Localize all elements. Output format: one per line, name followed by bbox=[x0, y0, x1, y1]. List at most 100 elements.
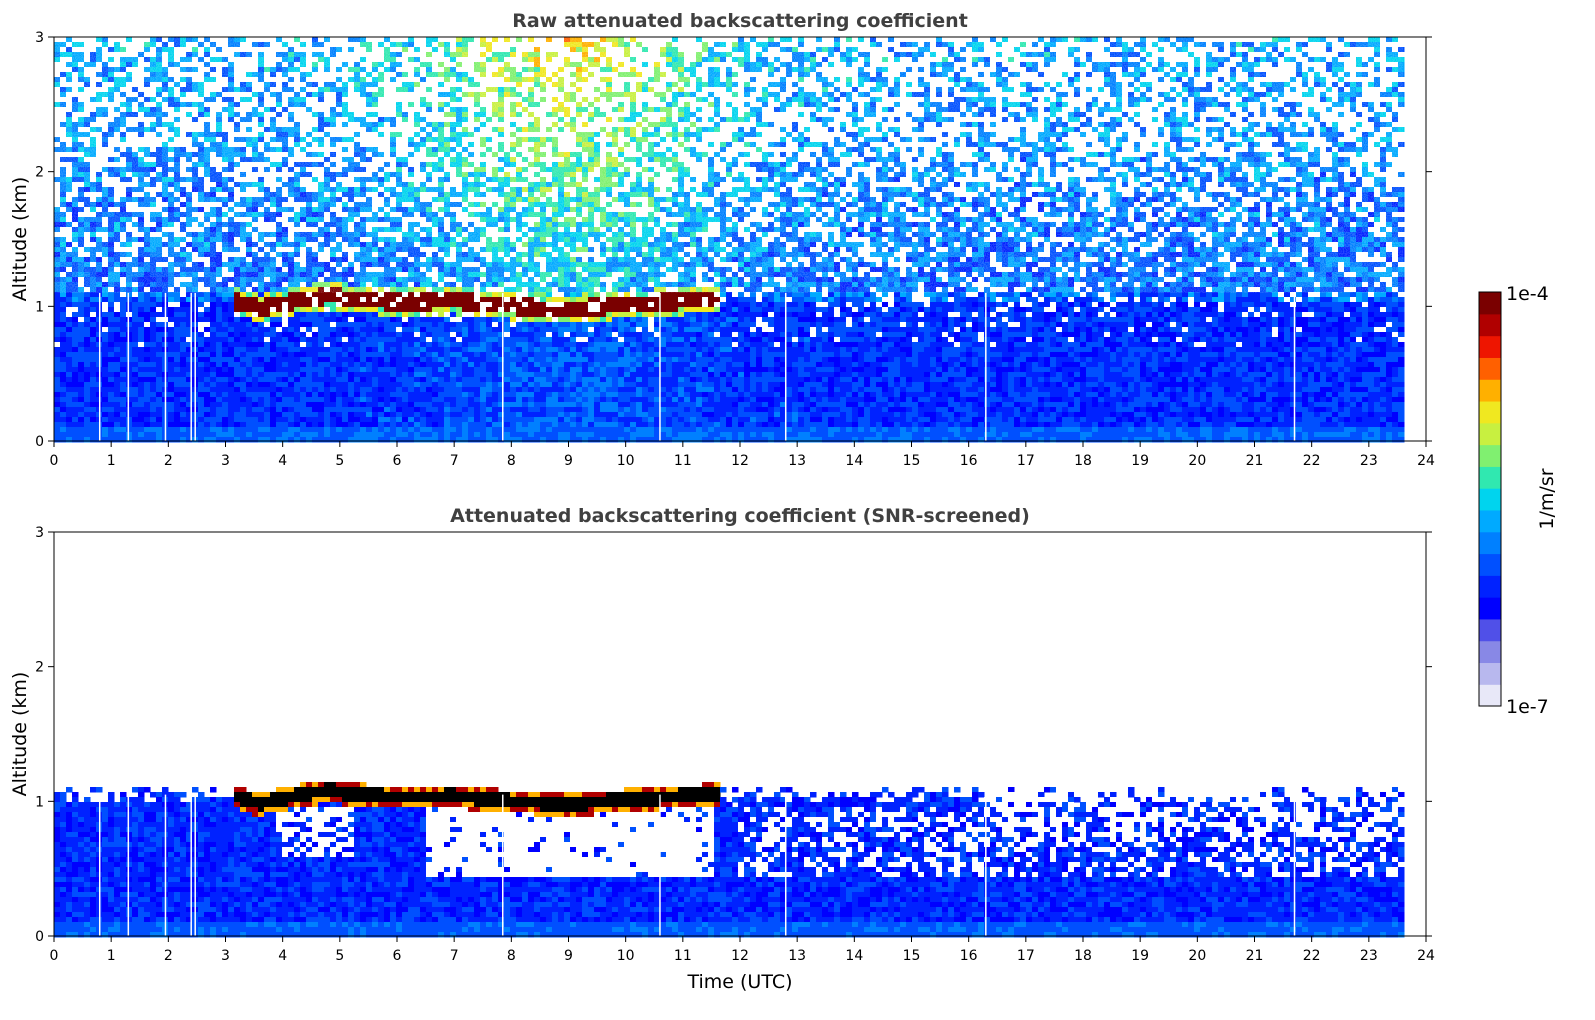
heatmap-cell bbox=[378, 397, 385, 403]
heatmap-cell bbox=[120, 302, 127, 308]
heatmap-cell bbox=[306, 297, 313, 303]
heatmap-cell bbox=[354, 337, 361, 343]
heatmap-cell bbox=[150, 357, 157, 363]
heatmap-cell bbox=[144, 422, 151, 428]
heatmap-cell bbox=[66, 332, 73, 338]
heatmap-cell bbox=[336, 367, 343, 373]
heatmap-cell bbox=[54, 347, 61, 353]
heatmap-cell bbox=[354, 432, 361, 438]
heatmap-cell bbox=[408, 327, 415, 333]
heatmap-cell bbox=[90, 367, 97, 373]
heatmap-cell bbox=[270, 382, 277, 388]
heatmap-cell bbox=[270, 322, 277, 328]
heatmap-cell bbox=[288, 422, 295, 428]
heatmap-cell bbox=[294, 417, 301, 423]
heatmap-cell bbox=[378, 392, 385, 398]
heatmap-cell bbox=[150, 372, 157, 378]
heatmap-cell bbox=[114, 392, 121, 398]
heatmap-cell bbox=[78, 382, 85, 388]
heatmap-cell bbox=[408, 402, 415, 408]
heatmap-cell bbox=[342, 387, 349, 393]
heatmap-cell bbox=[126, 312, 133, 318]
heatmap-cell bbox=[372, 297, 379, 303]
heatmap-cell bbox=[342, 382, 349, 388]
heatmap-cell bbox=[384, 372, 391, 378]
heatmap-cell bbox=[318, 392, 325, 398]
heatmap-cell bbox=[174, 312, 181, 318]
heatmap-cell bbox=[234, 402, 241, 408]
heatmap-cell bbox=[228, 432, 235, 438]
heatmap-cell bbox=[300, 322, 307, 328]
heatmap-cell bbox=[396, 427, 403, 433]
heatmap-cell bbox=[138, 422, 145, 428]
heatmap-cell bbox=[294, 337, 301, 343]
heatmap-cell bbox=[276, 402, 283, 408]
heatmap-cell bbox=[78, 322, 85, 328]
heatmap-cell bbox=[204, 387, 211, 393]
heatmap-cell bbox=[288, 347, 295, 353]
heatmap-cell bbox=[252, 317, 259, 323]
heatmap-cell bbox=[228, 352, 235, 358]
heatmap-cell bbox=[330, 412, 337, 418]
heatmap-cell bbox=[312, 367, 319, 373]
heatmap-cell bbox=[234, 417, 241, 423]
heatmap-cell bbox=[342, 377, 349, 383]
heatmap-cell bbox=[252, 347, 259, 353]
heatmap-cell bbox=[378, 432, 385, 438]
heatmap-cell bbox=[324, 427, 331, 433]
heatmap-cell bbox=[174, 332, 181, 338]
heatmap-cell bbox=[222, 362, 229, 368]
heatmap-cell bbox=[138, 417, 145, 423]
heatmap-cell bbox=[150, 417, 157, 423]
heatmap-cell bbox=[402, 407, 409, 413]
heatmap-cell bbox=[222, 417, 229, 423]
heatmap-cell bbox=[300, 367, 307, 373]
heatmap-cell bbox=[240, 402, 247, 408]
heatmap-cell bbox=[174, 347, 181, 353]
heatmap-cell bbox=[378, 387, 385, 393]
heatmap-cell bbox=[90, 402, 97, 408]
heatmap-cell bbox=[294, 322, 301, 328]
heatmap-cell bbox=[402, 307, 409, 313]
heatmap-cell bbox=[312, 382, 319, 388]
heatmap-cell bbox=[306, 317, 313, 323]
heatmap-cell bbox=[204, 357, 211, 363]
heatmap-cell bbox=[108, 407, 115, 413]
heatmap-cell bbox=[222, 312, 229, 318]
heatmap-cell bbox=[198, 372, 205, 378]
heatmap-cell bbox=[138, 357, 145, 363]
heatmap-cell bbox=[378, 322, 385, 328]
heatmap-cell bbox=[378, 422, 385, 428]
heatmap-cell bbox=[420, 297, 427, 303]
heatmap-cell bbox=[324, 337, 331, 343]
heatmap-cell bbox=[366, 412, 373, 418]
heatmap-cell bbox=[54, 307, 61, 313]
heatmap-cell bbox=[282, 432, 289, 438]
heatmap-cell bbox=[318, 327, 325, 333]
heatmap-cell bbox=[372, 422, 379, 428]
heatmap-cell bbox=[402, 402, 409, 408]
heatmap-cell bbox=[114, 362, 121, 368]
heatmap-cell bbox=[90, 327, 97, 333]
heatmap-cell bbox=[264, 337, 271, 343]
heatmap-cell bbox=[282, 297, 289, 303]
heatmap-cell bbox=[270, 407, 277, 413]
heatmap-cell bbox=[174, 412, 181, 418]
heatmap-cell bbox=[126, 327, 133, 333]
heatmap-cell bbox=[60, 422, 67, 428]
heatmap-cell bbox=[78, 422, 85, 428]
heatmap-cell bbox=[108, 417, 115, 423]
heatmap-cell bbox=[330, 382, 337, 388]
heatmap-cell bbox=[228, 367, 235, 373]
heatmap-cell bbox=[90, 397, 97, 403]
heatmap-cell bbox=[210, 357, 217, 363]
heatmap-cell bbox=[72, 427, 79, 433]
heatmap-cell bbox=[402, 417, 409, 423]
heatmap-cell bbox=[78, 312, 85, 318]
heatmap-cell bbox=[408, 302, 415, 308]
heatmap-cell bbox=[222, 422, 229, 428]
heatmap-cell bbox=[312, 357, 319, 363]
heatmap-cell bbox=[324, 342, 331, 348]
heatmap-cell bbox=[132, 417, 139, 423]
heatmap-cell bbox=[108, 427, 115, 433]
